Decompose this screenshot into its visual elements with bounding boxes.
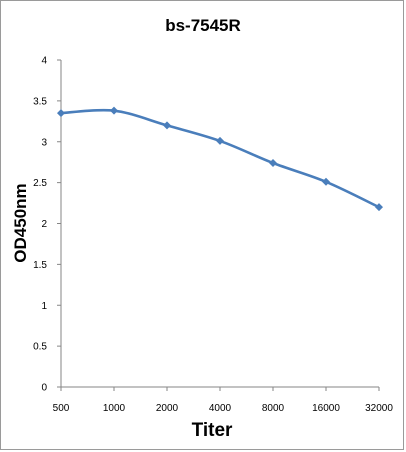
- y-tick-label: 3: [41, 137, 47, 148]
- x-tick-label: 16000: [312, 403, 340, 414]
- series-line: [60, 108, 380, 209]
- data-point-marker: [322, 177, 330, 186]
- x-tick-label: 4000: [209, 403, 232, 414]
- data-point-marker: [163, 121, 171, 130]
- data-point-marker: [269, 159, 277, 168]
- x-tick-label: 500: [53, 403, 70, 414]
- y-tick-label: 2.5: [33, 178, 47, 189]
- data-point-marker: [110, 106, 118, 115]
- data-point-marker: [216, 136, 224, 145]
- y-tick-label: 3.5: [33, 96, 47, 107]
- tick-labels: 0 0.5 1 1.5 2 2.5 3 3.5 4 500 1000 2000 4000 8000 1600…: [33, 56, 393, 415]
- series-layer: [57, 106, 383, 212]
- y-tick-label: 1.5: [33, 260, 47, 271]
- x-tick-label: 32000: [365, 403, 393, 414]
- chart-title: bs-7545R: [165, 16, 241, 35]
- y-axis-title: OD450nm: [11, 183, 30, 262]
- y-tick-label: 0.5: [33, 342, 47, 353]
- x-axis-title: Titer: [192, 420, 233, 441]
- y-tick-label: 2: [41, 219, 47, 230]
- data-point-marker: [375, 203, 383, 212]
- y-tick-label: 1: [41, 301, 47, 312]
- x-tick-label: 1000: [103, 403, 126, 414]
- data-point-marker: [57, 109, 65, 118]
- y-tick-label: 0: [41, 383, 47, 394]
- x-tick-label: 8000: [262, 403, 285, 414]
- y-tick-label: 4: [41, 56, 47, 67]
- x-tick-label: 2000: [156, 403, 179, 414]
